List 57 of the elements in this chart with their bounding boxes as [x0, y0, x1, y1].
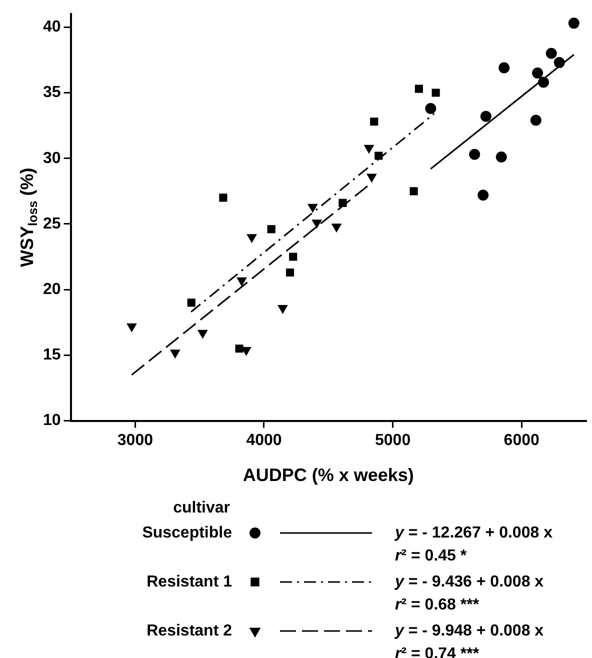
y-tick-label: 20 — [43, 280, 61, 298]
legend-label: Resistant 1 — [146, 573, 232, 590]
y-axis-title: WSYloss (%) — [16, 168, 40, 267]
text: y = - 12.267 + 0.008 x — [394, 524, 553, 542]
legend-label: Susceptible — [142, 524, 232, 542]
point — [219, 194, 228, 202]
point — [478, 190, 489, 201]
point — [312, 220, 322, 228]
point — [187, 298, 196, 307]
x-tick-label: 3000 — [117, 432, 154, 449]
point — [480, 110, 492, 122]
point — [432, 88, 440, 97]
point — [366, 174, 377, 182]
legend-label: Resistant 2 — [146, 622, 232, 640]
point — [198, 330, 208, 338]
point — [246, 234, 257, 243]
point — [538, 76, 549, 88]
y-tick-label: 15 — [43, 346, 61, 364]
point — [364, 144, 374, 154]
point — [374, 152, 383, 160]
point — [338, 198, 347, 207]
text: r² = 0.45 * — [395, 547, 468, 564]
point — [308, 204, 318, 212]
point — [370, 118, 378, 126]
point — [332, 224, 342, 232]
x-tick-label: 4000 — [246, 432, 282, 449]
x-tick-label: 6000 — [504, 432, 540, 449]
point — [236, 277, 247, 286]
point — [289, 252, 298, 261]
point — [546, 48, 557, 59]
point — [286, 268, 294, 277]
point — [532, 68, 544, 79]
point — [126, 323, 137, 332]
text: y = - 9.436 + 0.008 x — [394, 573, 544, 590]
y-tick-label: 30 — [43, 150, 61, 167]
point — [235, 344, 244, 353]
point — [469, 148, 480, 160]
point — [554, 57, 565, 68]
y-tick-label: 40 — [43, 18, 61, 36]
point — [278, 304, 288, 314]
point — [414, 84, 423, 93]
x-axis-title: AUDPC (% x weeks) — [242, 464, 414, 485]
text: r² = 0.68 *** — [395, 596, 480, 614]
point — [496, 152, 507, 163]
point — [425, 102, 436, 114]
legend-title: cultivar — [173, 499, 230, 516]
y-tick-label: 25 — [43, 215, 61, 232]
point — [498, 62, 510, 74]
point — [530, 114, 542, 126]
text: y = - 9.948 + 0.008 x — [394, 622, 544, 640]
y-tick-label: 35 — [43, 84, 61, 102]
point — [170, 350, 180, 358]
point — [267, 225, 276, 234]
x-tick-label: 5000 — [375, 432, 411, 449]
point — [410, 187, 418, 196]
y-tick-label: 10 — [43, 412, 61, 430]
point — [568, 18, 580, 29]
